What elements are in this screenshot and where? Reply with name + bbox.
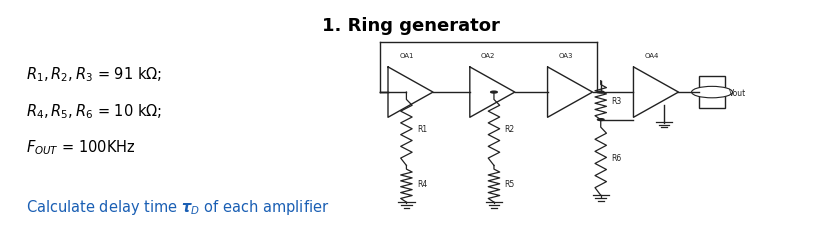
Text: Vout: Vout: [729, 88, 746, 97]
Circle shape: [691, 87, 732, 98]
Circle shape: [598, 92, 604, 94]
Text: OA4: OA4: [644, 52, 659, 58]
Text: OA3: OA3: [559, 52, 573, 58]
Text: OA1: OA1: [399, 52, 414, 58]
Text: R6: R6: [612, 153, 621, 162]
Text: R5: R5: [505, 179, 515, 188]
Circle shape: [491, 92, 498, 94]
Text: 1. Ring generator: 1. Ring generator: [322, 17, 499, 35]
Text: R2: R2: [505, 125, 515, 134]
Text: $\mathbf{\mathit{R_1, R_2, R_3}}$ = 91 kΩ;: $\mathbf{\mathit{R_1, R_2, R_3}}$ = 91 k…: [26, 65, 162, 84]
Text: R1: R1: [417, 125, 427, 134]
Text: OA2: OA2: [481, 52, 495, 58]
Text: $\mathbf{\mathit{F_{OUT}}}$ = 100KHz: $\mathbf{\mathit{F_{OUT}}}$ = 100KHz: [26, 138, 135, 157]
Text: $\mathbf{\mathit{R_4, R_5, R_6}}$ = 10 kΩ;: $\mathbf{\mathit{R_4, R_5, R_6}}$ = 10 k…: [26, 102, 162, 120]
Text: R4: R4: [417, 179, 427, 188]
Circle shape: [598, 119, 604, 121]
Bar: [699, 77, 725, 109]
Text: R3: R3: [612, 96, 621, 105]
Text: Calculate delay time $\boldsymbol{\tau}_D$ of each amplifier: Calculate delay time $\boldsymbol{\tau}_…: [26, 197, 329, 216]
